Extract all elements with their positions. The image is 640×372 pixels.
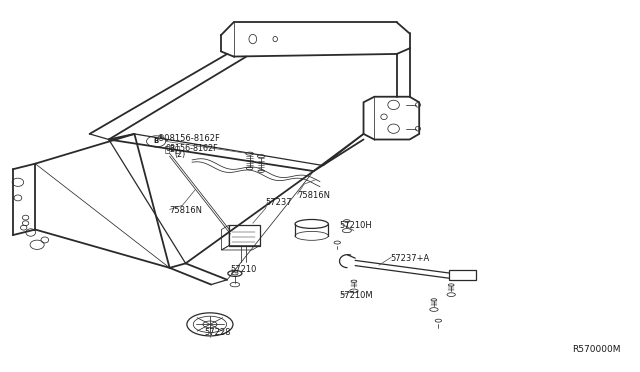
Text: 57228: 57228 xyxy=(204,328,231,337)
Text: ®08156-8162F
   （2）: ®08156-8162F （2） xyxy=(157,134,221,153)
Text: 75816N: 75816N xyxy=(298,191,331,200)
Text: 57237: 57237 xyxy=(266,198,292,207)
Text: 08156-8162F: 08156-8162F xyxy=(165,144,218,153)
Ellipse shape xyxy=(448,284,454,286)
Text: 57210M: 57210M xyxy=(339,291,373,300)
Ellipse shape xyxy=(431,299,437,301)
Ellipse shape xyxy=(344,219,350,222)
Ellipse shape xyxy=(257,155,265,158)
Text: 57237+A: 57237+A xyxy=(390,254,429,263)
Ellipse shape xyxy=(246,152,253,155)
Ellipse shape xyxy=(351,280,357,282)
Text: 57210: 57210 xyxy=(230,265,257,274)
Text: R570000M: R570000M xyxy=(572,345,621,354)
Text: 57210H: 57210H xyxy=(339,221,372,230)
Text: B: B xyxy=(154,138,159,144)
Text: (2): (2) xyxy=(174,150,186,159)
Text: 75816N: 75816N xyxy=(170,206,203,215)
